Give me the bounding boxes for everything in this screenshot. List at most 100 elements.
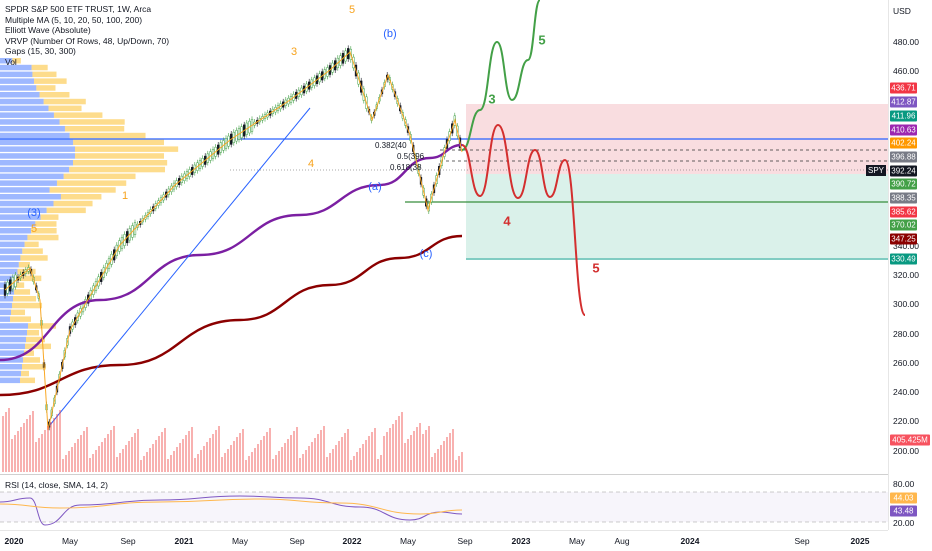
price-tag[interactable]: 385.62 (890, 206, 917, 218)
legend-elliott-wave[interactable]: Elliott Wave (Absolute) (5, 25, 91, 35)
fib-level-label[interactable]: 0.382(40 (375, 141, 407, 150)
volume-bar (17, 431, 19, 472)
wave-label[interactable]: (a) (368, 181, 382, 193)
wave-label[interactable]: (c) (419, 248, 433, 260)
volume-tag[interactable]: 405.425M (890, 434, 930, 446)
volume-bar (149, 448, 151, 472)
wave-label[interactable]: 5 (538, 32, 546, 48)
fib-level-label[interactable]: 0.618(38 (390, 163, 422, 172)
volume-bar (71, 447, 73, 472)
time-label: Sep (289, 536, 305, 546)
symbol-title[interactable]: SPDR S&P 500 ETF TRUST, 1W, Arca (5, 4, 152, 14)
vrvp-up-bar (0, 64, 32, 71)
wave-label[interactable]: 4 (307, 158, 315, 170)
wave-label[interactable]: 1 (121, 190, 129, 202)
price-label: 220.00 (893, 416, 919, 426)
vrvp-up-bar (0, 248, 23, 254)
price-tag[interactable]: 347.25 (890, 233, 917, 245)
price-chart[interactable] (0, 0, 888, 530)
vrvp-down-bar (10, 316, 32, 322)
vrvp-up-bar (0, 194, 61, 200)
volume-bar (224, 453, 226, 472)
price-tag[interactable]: 410.63 (890, 124, 917, 136)
volume-bar (152, 444, 154, 472)
volume-bar (59, 410, 61, 472)
volume-bar (158, 436, 160, 472)
volume-bar (116, 457, 118, 472)
price-tag[interactable]: 402.24 (890, 137, 917, 149)
vrvp-down-bar (27, 330, 40, 336)
wave-label[interactable]: 3 (488, 91, 496, 107)
wave-label[interactable]: 5 (30, 223, 38, 235)
legend-vol[interactable]: Vol (5, 56, 17, 67)
legend-multiple-ma[interactable]: Multiple MA (5, 10, 20, 50, 100, 200) (5, 14, 143, 25)
vrvp-down-bar (73, 160, 168, 166)
vrvp-up-bar (0, 85, 37, 91)
rsi-sma-tag[interactable]: 44.03 (890, 492, 917, 504)
ma-darkred-line (0, 234, 463, 397)
vrvp-down-bar (20, 255, 48, 261)
vrvp-down-bar (53, 112, 103, 118)
wave-label[interactable]: 4 (503, 213, 511, 229)
price-axis[interactable]: 480.00 460.00 340.00 320.00 300.00 280.0… (889, 0, 932, 530)
volume-bar (65, 455, 67, 472)
volume-bar (263, 436, 265, 472)
pane-separator[interactable] (0, 474, 888, 475)
volume-bar (155, 440, 157, 472)
price-axis-border (888, 0, 889, 530)
vrvp-down-bar (31, 64, 48, 71)
vrvp-down-bar (40, 214, 59, 220)
volume-bar (125, 445, 127, 472)
legend-gaps[interactable]: Gaps (15, 30, 300) (5, 46, 76, 56)
volume-bar (299, 458, 301, 472)
volume-bar (338, 441, 340, 472)
rsi-value-tag[interactable]: 43.48 (890, 505, 917, 517)
price-tag[interactable]: 370.02 (890, 219, 917, 231)
price-tag[interactable]: 411.96 (890, 110, 917, 122)
price-tag[interactable]: 390.72 (890, 178, 917, 190)
price-tag[interactable]: 330.49 (890, 253, 917, 265)
vrvp-down-bar (16, 275, 42, 282)
vrvp-down-bar (69, 166, 165, 173)
fib-level-label[interactable]: 0.5(396 (397, 152, 425, 161)
price-tag[interactable]: 396.88 (890, 151, 917, 163)
volume-bar (401, 412, 403, 472)
time-label: 2023 (511, 536, 531, 546)
volume-bar (254, 448, 256, 472)
time-axis[interactable]: 2020 May Sep 2021 May Sep 2022 May Sep 2… (0, 530, 888, 551)
wave-label[interactable]: 3 (290, 46, 298, 58)
price-tag[interactable]: 388.35 (890, 192, 917, 204)
volume-bar (437, 449, 439, 472)
rsi-legend[interactable]: RSI (14, close, SMA, 14, 2) (5, 480, 108, 490)
volume-bar (419, 423, 421, 472)
volume-bar (461, 452, 463, 472)
vrvp-up-bar (0, 132, 70, 139)
price-tag-current[interactable]: 392.24 (890, 165, 917, 177)
vrvp-down-bar (27, 234, 59, 241)
volume-bar (14, 435, 16, 472)
legend-vrvp[interactable]: VRVP (Number Of Rows, 48, Up/Down, 70) (5, 35, 170, 46)
trend-line (49, 107, 311, 426)
vrvp-up-bar (0, 330, 28, 336)
volume-bar (176, 447, 178, 472)
vrvp-down-bar (25, 343, 52, 350)
vrvp-up-bar (0, 377, 20, 384)
symbol-tag[interactable]: SPY (866, 165, 886, 176)
wave-label[interactable]: 5 (592, 260, 600, 276)
time-label: 2021 (174, 536, 194, 546)
vrvp-up-bar (0, 166, 70, 173)
price-tag[interactable]: 412.87 (890, 96, 917, 108)
volume-bar (62, 459, 64, 472)
vrvp-down-bar (20, 377, 35, 384)
vrvp-down-bar (32, 71, 57, 78)
price-tag[interactable]: 436.71 (890, 82, 917, 94)
volume-bar (362, 444, 364, 472)
wave-label[interactable]: 5 (348, 4, 356, 16)
wave-label[interactable]: (3) (27, 207, 41, 219)
volume-bar (446, 437, 448, 472)
price-label: 320.00 (893, 270, 919, 280)
volume-bar (119, 453, 121, 472)
volume-bar (47, 426, 49, 472)
wave-label[interactable]: (b) (383, 28, 397, 40)
